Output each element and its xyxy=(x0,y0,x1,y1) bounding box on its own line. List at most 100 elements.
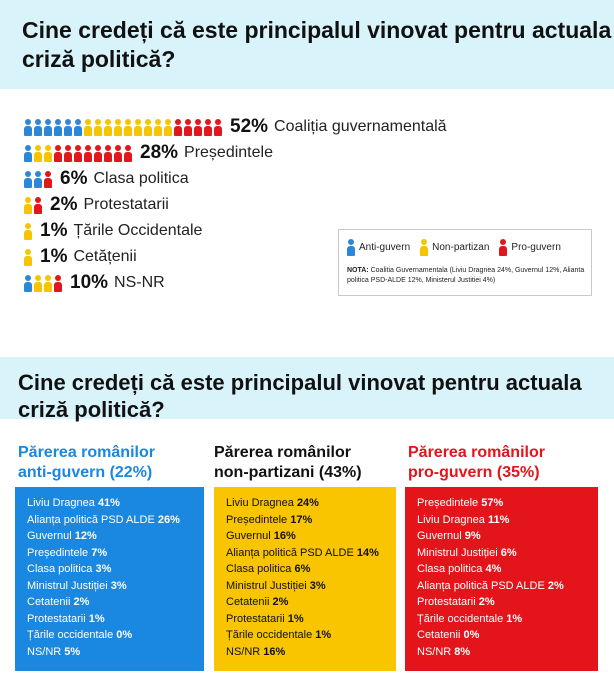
person-non-icon xyxy=(24,222,32,240)
list-item-label: Țările occidentale xyxy=(226,629,313,641)
pictogram-row: 52% Coaliția guvernamentală xyxy=(24,116,447,138)
list-item-value: 24% xyxy=(296,497,319,509)
column-title-anti: Părerea românilor anti-guvern (22%) xyxy=(18,443,155,483)
list-item: NS/NR 8% xyxy=(417,644,564,661)
person-icons xyxy=(24,144,134,162)
column-box-anti: Liviu Dragnea 41% Alianța politică PSD AL… xyxy=(15,487,204,671)
list-item: Țările occidentale 0% xyxy=(27,627,180,644)
legend-person-non-icon xyxy=(420,239,429,256)
list-item-value: 9% xyxy=(464,530,481,542)
person-non-icon xyxy=(84,118,92,136)
list-item-value: 17% xyxy=(290,513,313,526)
person-pro-icon xyxy=(34,196,42,214)
legend-label: Anti-guvern xyxy=(359,242,411,253)
list-item: Președintele 17% xyxy=(226,512,379,529)
person-anti-icon xyxy=(54,118,62,136)
list-item: Cetatenii 2% xyxy=(226,594,379,611)
list-item: Guvernul 16% xyxy=(226,528,379,545)
person-pro-icon xyxy=(174,118,182,136)
list-item-value: 16% xyxy=(273,530,296,542)
list-item: Președintele 7% xyxy=(27,545,180,562)
person-icons xyxy=(24,170,54,188)
list-item-label: Clasa politica xyxy=(27,563,93,575)
list-item-value: 1% xyxy=(88,612,105,625)
data-label: 6% xyxy=(60,168,88,189)
legend-label: Non-partizan xyxy=(432,242,490,253)
person-pro-icon xyxy=(204,118,212,136)
header-banner-bottom: Cine credeți că este principalul vinovat… xyxy=(0,357,614,422)
person-non-icon xyxy=(34,274,42,292)
list-item-value: 12% xyxy=(74,530,97,542)
person-non-icon xyxy=(24,196,32,214)
list-item: Clasa politica 6% xyxy=(226,561,379,578)
list-item: Ministrul Justiției 3% xyxy=(27,578,180,595)
person-pro-icon xyxy=(64,144,72,162)
column-list-non: Liviu Dragnea 24% Președintele 17% Guvernu… xyxy=(226,495,379,660)
list-item: NS/NR 16% xyxy=(226,644,379,661)
list-item-label: Președintele xyxy=(27,546,89,559)
legend-note: NOTA: Coalitia Guvernamentala (Liviu Dra… xyxy=(347,266,585,286)
legend-label: Pro-guvern xyxy=(511,242,561,253)
column-title-non-line1: Părerea românilor xyxy=(214,444,351,461)
list-item-label: Ministrul Justiției xyxy=(226,579,307,592)
column-title-non-line2: non-partizani (43%) xyxy=(214,464,362,481)
list-item-value: 26% xyxy=(157,513,180,526)
list-item: Guvernul 9% xyxy=(417,528,564,545)
list-item: Guvernul 12% xyxy=(27,528,180,545)
list-item: Cetatenii 0% xyxy=(417,627,564,644)
person-pro-icon xyxy=(94,144,102,162)
list-item-label: Clasa politica xyxy=(226,563,292,575)
list-item-label: Președintele xyxy=(417,497,479,509)
list-item-label: Guvernul xyxy=(226,530,271,542)
person-non-icon xyxy=(44,144,52,162)
list-item-value: 14% xyxy=(356,546,379,559)
list-item-label: Clasa politica xyxy=(417,563,483,575)
person-pro-icon xyxy=(184,118,192,136)
person-non-icon xyxy=(124,118,132,136)
pictogram-row: 28% Președintele xyxy=(24,142,273,164)
list-item-value: 2% xyxy=(73,596,90,608)
list-item-label: Alianța politică PSD ALDE xyxy=(226,546,354,559)
list-item: Protestatarii 1% xyxy=(226,611,379,628)
person-anti-icon xyxy=(34,170,42,188)
list-item-value: 3% xyxy=(110,579,127,592)
legend-person-anti-icon xyxy=(347,239,355,256)
data-label: 52% xyxy=(230,116,269,137)
list-item-label: Protestatarii xyxy=(226,612,285,625)
person-non-icon xyxy=(94,118,102,136)
list-item: Protestatarii 1% xyxy=(27,611,180,628)
person-pro-icon xyxy=(114,144,122,162)
legend-person-pro-icon xyxy=(499,239,508,256)
pictogram-row: 1% Cetățenii xyxy=(24,246,137,268)
person-pro-icon xyxy=(44,170,52,188)
list-item-label: NS/NR xyxy=(226,645,261,658)
list-item-label: Președintele xyxy=(226,513,288,526)
list-item: Cetatenii 2% xyxy=(27,594,180,611)
list-item-label: Ministrul Justiției xyxy=(27,579,108,592)
column-box-pro: Președintele 57% Liviu Dragnea 11% Guvernu… xyxy=(405,487,598,671)
list-item-label: NS/NR xyxy=(417,645,452,658)
list-item-value: 2% xyxy=(547,579,564,592)
person-anti-icon xyxy=(34,118,42,136)
category-label: Clasa politica xyxy=(93,170,189,187)
list-item: Protestatarii 2% xyxy=(417,594,564,611)
person-non-icon xyxy=(164,118,172,136)
person-non-icon xyxy=(24,248,32,266)
category-label: Protestatarii xyxy=(83,196,169,213)
pictogram-row: 1% Țările Occidentale xyxy=(24,220,202,242)
list-item-label: Guvernul xyxy=(417,530,462,542)
category-label: Țările Occidentale xyxy=(73,222,203,239)
person-non-icon xyxy=(144,118,152,136)
list-item-value: 41% xyxy=(97,497,120,509)
person-anti-icon xyxy=(24,118,32,136)
list-item: Clasa politica 4% xyxy=(417,561,564,578)
list-item-label: Liviu Dragnea xyxy=(417,513,485,526)
list-item-value: 57% xyxy=(481,497,504,509)
list-item-label: Liviu Dragnea xyxy=(27,497,95,509)
person-pro-icon xyxy=(74,144,82,162)
list-item-label: Alianța politică PSD ALDE xyxy=(417,579,545,592)
column-list-anti: Liviu Dragnea 41% Alianța politică PSD AL… xyxy=(27,495,180,660)
list-item-value: 11% xyxy=(487,513,510,526)
list-item-value: 2% xyxy=(478,596,495,608)
data-label: 10% xyxy=(70,272,109,293)
